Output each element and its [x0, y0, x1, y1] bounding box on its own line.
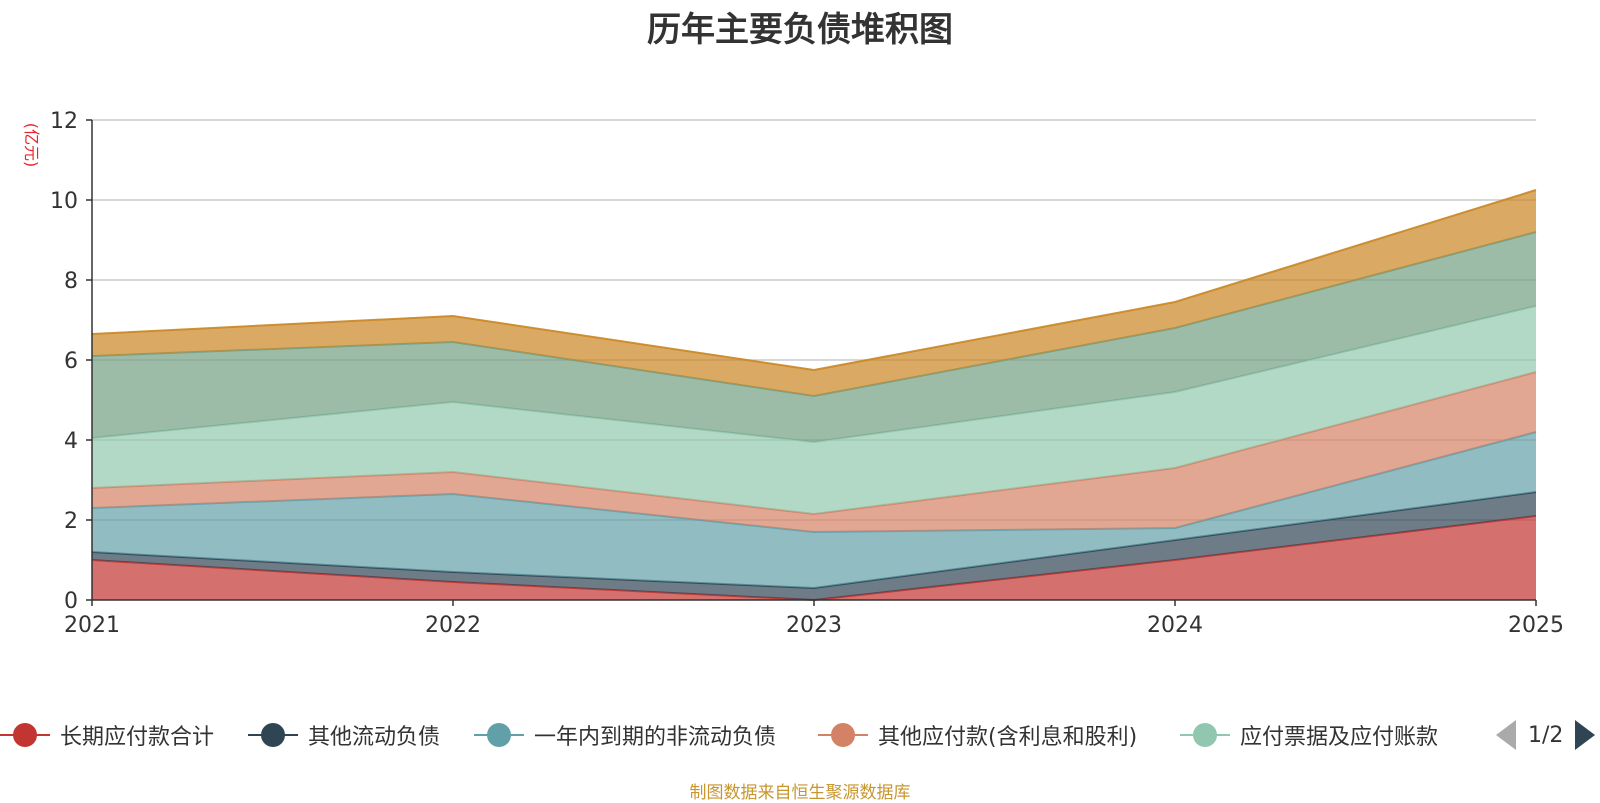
- legend-pager: 1/2: [1496, 718, 1596, 752]
- legend-marker: [474, 715, 524, 755]
- y-tick-label: 0: [64, 589, 78, 614]
- area-series-5: [92, 232, 1536, 442]
- legend-prev-page-icon[interactable]: [1496, 720, 1516, 750]
- legend-label: 其他流动负债: [308, 725, 441, 750]
- legend-next-page-icon[interactable]: [1575, 720, 1596, 750]
- legend-item[interactable]: 一年内到期的非流动负债: [474, 715, 776, 755]
- area-layer: [91, 189, 1537, 602]
- area-series-line-6: [91, 189, 1537, 372]
- area-series-6: [92, 190, 1536, 396]
- y-tick-label: 10: [50, 189, 78, 214]
- legend-label: 其他应付款(含利息和股利): [878, 725, 1138, 750]
- y-tick-label: 2: [64, 509, 78, 534]
- legend-marker: [0, 715, 50, 755]
- legend-item[interactable]: 长期应付款合计: [0, 715, 214, 755]
- x-tick-label: 2021: [64, 613, 120, 638]
- y-tick-label: 12: [50, 109, 78, 134]
- legend-marker: [818, 715, 868, 755]
- chart-title: 历年主要负债堆积图: [647, 10, 953, 50]
- legend-item[interactable]: 其他流动负债: [248, 715, 440, 755]
- area-series-4: [92, 306, 1536, 514]
- y-tick-label: 4: [64, 429, 78, 454]
- legend-label: 应付票据及应付账款: [1240, 725, 1439, 750]
- y-tick-label: 8: [64, 269, 78, 294]
- legend-page-indicator: 1/2: [1528, 722, 1564, 748]
- legend-item[interactable]: 其他应付款(含利息和股利): [818, 715, 1137, 755]
- area-series-3: [92, 372, 1536, 532]
- x-tick-label: 2023: [786, 613, 842, 638]
- legend-label: 一年内到期的非流动负债: [534, 725, 777, 750]
- axis-layer: 0 2 4 6 8 10 12 2021 2022 2023 2024 2025: [50, 109, 1564, 638]
- y-axis-unit-label: (亿元): [22, 123, 41, 168]
- legend-marker: [248, 715, 298, 755]
- legend-marker: [1180, 715, 1230, 755]
- data-source-note: 制图数据来自恒生聚源数据库: [689, 783, 911, 803]
- x-tick-label: 2022: [425, 613, 481, 638]
- legend-label: 长期应付款合计: [60, 725, 215, 750]
- legend-item[interactable]: 应付票据及应付账款: [1180, 715, 1438, 755]
- area-series-0: [92, 516, 1536, 600]
- x-tick-label: 2025: [1508, 613, 1564, 638]
- area-series-2: [92, 432, 1536, 588]
- x-tick-label: 2024: [1147, 613, 1203, 638]
- y-tick-label: 6: [64, 349, 78, 374]
